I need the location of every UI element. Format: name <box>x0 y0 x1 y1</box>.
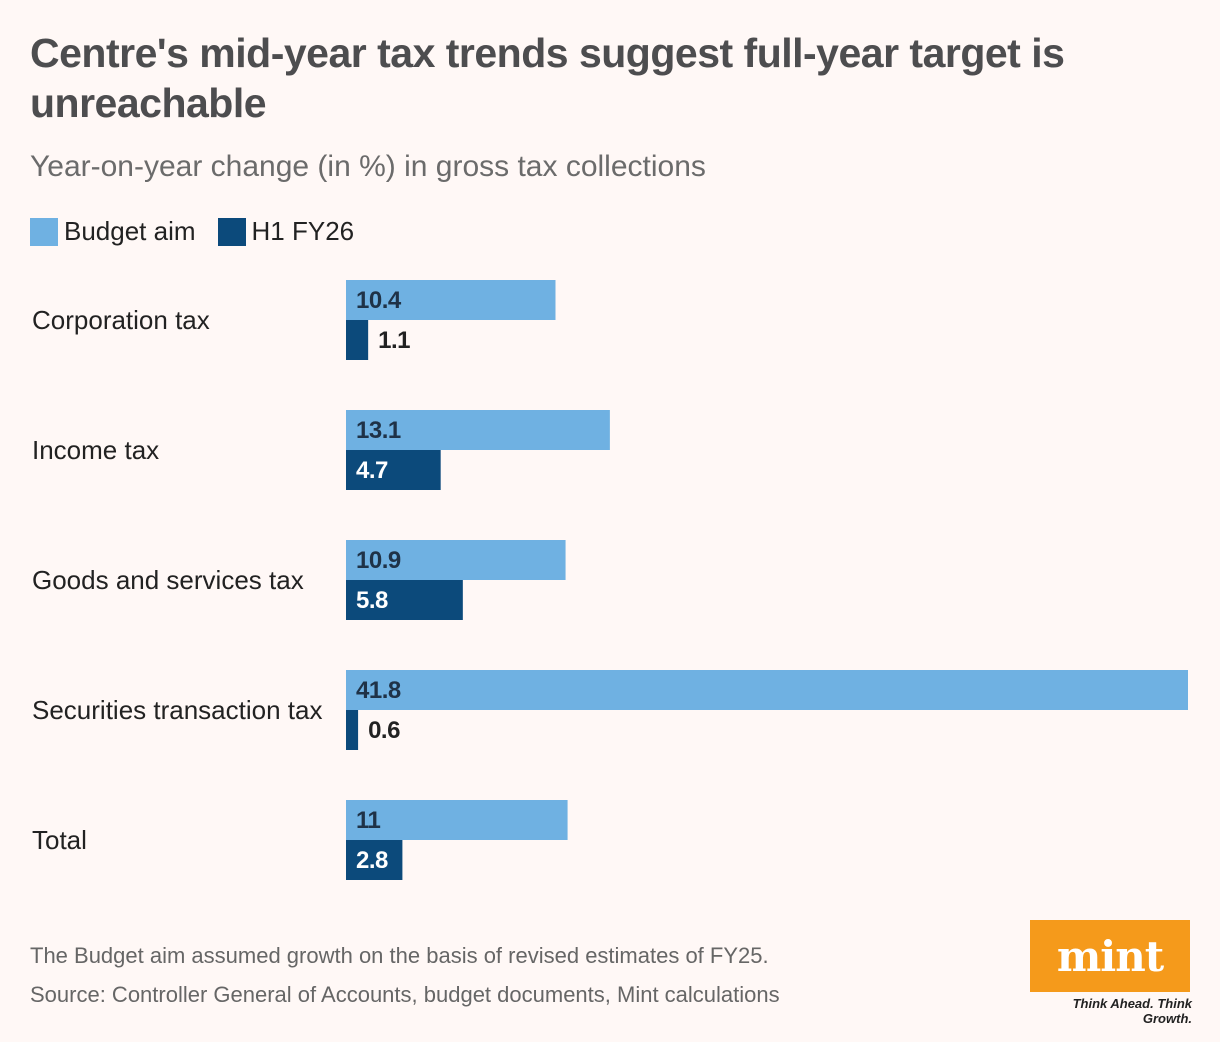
bar-budget-aim-corporation-tax <box>346 280 556 320</box>
value-label-budget-aim-goods-and-services-tax: 10.9 <box>356 547 401 574</box>
value-label-budget-aim-securities-transaction-tax: 41.8 <box>356 677 401 704</box>
bar-h1-fy26-income-tax <box>346 450 441 490</box>
tagline: Think Ahead. Think Growth. <box>1072 996 1192 1026</box>
legend-label-budget-aim: Budget aim <box>64 216 196 246</box>
bar-budget-aim-securities-transaction-tax <box>346 670 1188 710</box>
category-label-securities-transaction-tax: Securities transaction tax <box>32 695 322 725</box>
category-label-corporation-tax: Corporation tax <box>32 305 210 335</box>
legend-label-h1-fy26: H1 FY26 <box>251 216 355 246</box>
chart-title: Centre's mid-year tax trends suggest ful… <box>30 30 1065 126</box>
bar-h1-fy26-total <box>346 840 403 880</box>
value-label-h1-fy26-securities-transaction-tax: 0.6 <box>368 717 400 744</box>
footnote: The Budget aim assumed growth on the bas… <box>30 943 769 968</box>
value-label-h1-fy26-goods-and-services-tax: 5.8 <box>356 587 388 614</box>
bar-h1-fy26-corporation-tax <box>346 320 369 360</box>
value-label-budget-aim-corporation-tax: 10.4 <box>356 287 402 314</box>
bar-budget-aim-total <box>346 800 568 840</box>
value-label-h1-fy26-income-tax: 4.7 <box>356 457 388 484</box>
value-label-budget-aim-income-tax: 13.1 <box>356 417 401 444</box>
bar-budget-aim-goods-and-services-tax <box>346 540 566 580</box>
legend-swatch-budget-aim <box>30 217 58 246</box>
category-label-income-tax: Income tax <box>32 435 159 465</box>
category-label-total: Total <box>32 825 87 855</box>
legend: Budget aim H1 FY26 <box>30 216 376 247</box>
mint-logo: mint <box>1030 920 1190 992</box>
legend-swatch-h1-fy26 <box>217 217 246 246</box>
value-label-budget-aim-total: 11 <box>356 807 381 834</box>
bar-h1-fy26-securities-transaction-tax <box>346 710 359 750</box>
category-label-goods-and-services-tax: Goods and services tax <box>32 565 304 595</box>
value-label-h1-fy26-total: 2.8 <box>356 847 388 874</box>
bar-h1-fy26-goods-and-services-tax <box>346 580 463 620</box>
logo-text: mint <box>1056 931 1164 981</box>
value-label-h1-fy26-corporation-tax: 1.1 <box>378 327 410 354</box>
source-note: Source: Controller General of Accounts, … <box>30 982 780 1007</box>
chart-subtitle: Year-on-year change (in %) in gross tax … <box>30 150 706 183</box>
legend-item-h1-fy26: H1 FY26 <box>217 216 355 247</box>
legend-item-budget-aim: Budget aim <box>30 216 196 247</box>
bar-budget-aim-income-tax <box>346 410 610 450</box>
